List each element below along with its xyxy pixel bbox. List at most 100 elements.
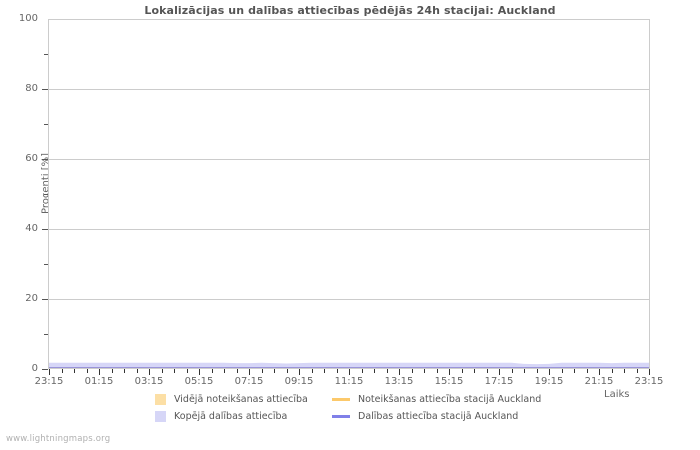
- y-tick-label-0: 0: [31, 363, 38, 374]
- y-tick-mark-80: [42, 89, 48, 90]
- x-tick-mark-minor: [211, 369, 213, 373]
- x-tick-mark: [49, 369, 50, 375]
- x-tick-mark-minor: [561, 369, 563, 373]
- x-tick-mark: [499, 369, 500, 375]
- x-tick-mark-minor: [124, 369, 125, 373]
- x-tick-mark: [99, 369, 100, 375]
- x-tick-mark-minor: [611, 369, 613, 373]
- legend-label: Noteikšanas attiecība stacijā Auckland: [358, 393, 542, 405]
- x-tick-mark: [199, 369, 200, 375]
- legend-item-station-detection[interactable]: Noteikšanas attiecība stacijā Auckland: [332, 392, 541, 406]
- x-tick-label: 03:15: [134, 376, 164, 387]
- legend-item-station-participation[interactable]: Dalības attiecība stacijā Auckland: [332, 409, 518, 423]
- x-tick-mark-minor: [136, 369, 138, 373]
- legend-swatch-box-icon: [155, 410, 166, 422]
- x-tick-mark-minor: [174, 369, 175, 373]
- x-tick-mark-minor: [61, 369, 63, 373]
- y-tick-mark-0: [42, 369, 48, 370]
- y-tick-label-100: 100: [18, 13, 38, 24]
- x-tick-mark-minor: [461, 369, 463, 373]
- x-tick-label: 21:15: [584, 376, 614, 387]
- legend-swatch-line-icon: [332, 414, 350, 418]
- y-tick-mark-70: [44, 124, 48, 125]
- x-tick-label: 23:15: [34, 376, 64, 387]
- x-tick-mark-minor: [86, 369, 88, 373]
- y-tick-mark-40: [42, 229, 48, 230]
- x-tick-mark: [649, 369, 650, 375]
- chart-legend: Vidējā noteikšanas attiecība Kopējā dalī…: [155, 392, 655, 424]
- x-tick-mark: [599, 369, 600, 375]
- x-tick-mark: [149, 369, 150, 375]
- x-tick-mark-minor: [486, 369, 488, 373]
- x-tick-label: 11:15: [334, 376, 364, 387]
- page-title: Lokalizācijas un dalības attiecības pēdē…: [144, 4, 556, 17]
- x-tick-mark-minor: [336, 369, 338, 373]
- legend-item-avg-detection[interactable]: Vidējā noteikšanas attiecība: [155, 392, 308, 406]
- gridline-60: [49, 159, 649, 160]
- x-tick-mark-minor: [386, 369, 388, 373]
- x-tick-mark-minor: [311, 369, 313, 373]
- plot-area: [48, 19, 650, 369]
- x-tick-label: 07:15: [234, 376, 264, 387]
- gridline-20: [49, 299, 649, 300]
- x-tick-mark: [299, 369, 300, 375]
- x-tick-label: 05:15: [184, 376, 214, 387]
- y-tick-mark-60: [42, 159, 48, 160]
- x-tick-label: 15:15: [434, 376, 464, 387]
- x-tick-mark: [399, 369, 400, 375]
- legend-item-total-participation[interactable]: Kopējā dalības attiecība: [155, 409, 287, 423]
- x-tick-mark: [349, 369, 350, 375]
- x-tick-mark-minor: [474, 369, 475, 373]
- x-tick-label: 17:15: [484, 376, 514, 387]
- legend-label: Dalības attiecība stacijā Auckland: [358, 410, 519, 422]
- x-tick-mark-minor: [574, 369, 575, 373]
- footer-credit: www.lightningmaps.org: [6, 434, 111, 444]
- x-tick-mark-minor: [161, 369, 163, 373]
- legend-swatch-box-icon: [155, 393, 166, 405]
- x-tick-label: 01:15: [84, 376, 114, 387]
- x-tick-mark: [549, 369, 550, 375]
- x-tick-mark-minor: [536, 369, 538, 373]
- x-tick-mark-minor: [424, 369, 425, 373]
- x-tick-mark-minor: [74, 369, 75, 373]
- legend-swatch-line-icon: [332, 397, 350, 401]
- x-tick-mark-minor: [524, 369, 525, 373]
- area-total-participation: [49, 362, 649, 368]
- x-tick-mark-minor: [274, 369, 275, 373]
- x-tick-mark-minor: [236, 369, 238, 373]
- y-tick-mark-50: [44, 194, 48, 195]
- y-tick-label-40: 40: [25, 223, 38, 234]
- x-tick-label: 23:15: [634, 376, 664, 387]
- legend-label: Kopējā dalības attiecība: [174, 410, 288, 422]
- y-tick-label-60: 60: [25, 153, 38, 164]
- x-tick-mark-minor: [624, 369, 625, 373]
- x-tick-mark-minor: [361, 369, 363, 373]
- x-tick-mark-minor: [286, 369, 288, 373]
- x-axis-label: Laiks: [604, 389, 630, 400]
- series-svg: [49, 362, 649, 368]
- gridline-40: [49, 229, 649, 230]
- x-tick-label: 19:15: [534, 376, 564, 387]
- x-tick-mark-minor: [636, 369, 638, 373]
- x-tick-mark-minor: [261, 369, 263, 373]
- x-tick-mark-minor: [436, 369, 438, 373]
- x-tick-label: 13:15: [384, 376, 414, 387]
- y-tick-label-80: 80: [25, 83, 38, 94]
- series-layer: [49, 20, 649, 368]
- y-tick-mark-90: [44, 54, 48, 55]
- x-tick-mark-minor: [411, 369, 413, 373]
- x-tick-mark-minor: [324, 369, 325, 373]
- y-tick-mark-20: [42, 299, 48, 300]
- y-tick-mark-10: [44, 334, 48, 335]
- x-tick-label: 09:15: [284, 376, 314, 387]
- x-tick-mark: [449, 369, 450, 375]
- x-tick-mark: [249, 369, 250, 375]
- x-tick-mark-minor: [111, 369, 113, 373]
- x-tick-mark-minor: [186, 369, 188, 373]
- x-tick-mark-minor: [511, 369, 513, 373]
- y-tick-mark-30: [44, 264, 48, 265]
- x-tick-mark-minor: [374, 369, 375, 373]
- x-tick-mark-minor: [586, 369, 588, 373]
- x-tick-mark-minor: [224, 369, 225, 373]
- legend-label: Vidējā noteikšanas attiecība: [174, 393, 308, 405]
